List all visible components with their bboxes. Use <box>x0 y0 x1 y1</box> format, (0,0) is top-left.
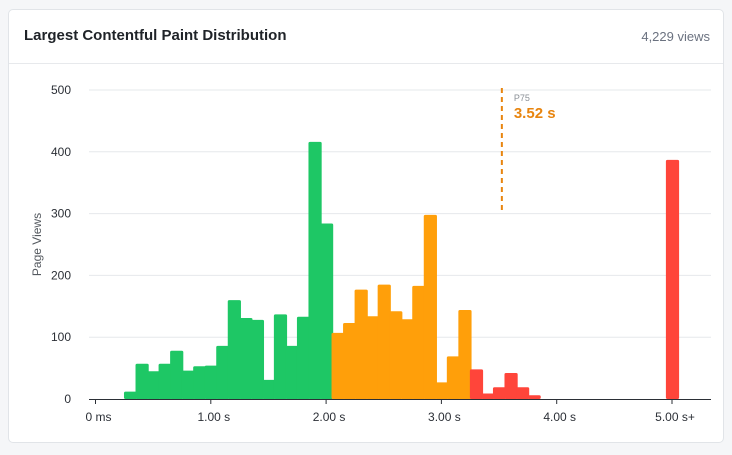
bar <box>400 319 414 399</box>
bar <box>527 395 541 399</box>
bar <box>273 314 288 399</box>
bar <box>504 373 518 399</box>
bar <box>239 318 253 399</box>
card-header: Largest Contentful Paint Distribution 4,… <box>9 10 723 64</box>
bar <box>377 284 391 399</box>
bar <box>158 363 172 399</box>
bar <box>412 285 426 399</box>
x-tick-label: 4.00 s <box>543 410 576 424</box>
p75-value: 3.52 s <box>514 105 556 122</box>
bar <box>389 311 403 399</box>
x-tick-label: 3.00 s <box>428 410 461 424</box>
bar <box>227 300 241 399</box>
bar <box>446 356 461 399</box>
histogram-chart: 0 100 200 300 400 500 Page Views 0 ms 1.00 s 2.00… <box>30 83 711 424</box>
p75-label: P75 <box>514 93 530 103</box>
y-axis-label: Page Views <box>30 213 44 276</box>
bar <box>435 382 449 399</box>
bar <box>285 345 299 399</box>
bar <box>262 379 276 399</box>
x-tick-label: 5.00 s+ <box>655 410 695 424</box>
bar <box>469 369 484 399</box>
bar <box>366 316 380 399</box>
bar <box>481 393 495 399</box>
x-tick-label: 2.00 s <box>313 410 346 424</box>
bar <box>458 310 472 399</box>
y-tick-label: 100 <box>51 330 71 344</box>
bar <box>135 363 149 399</box>
bar <box>216 345 230 399</box>
bar <box>250 319 265 399</box>
chart-title: Largest Contentful Paint Distribution <box>24 27 287 44</box>
bar <box>204 365 218 399</box>
x-tick-label: 0 ms <box>85 410 111 424</box>
bar <box>516 387 530 399</box>
lcp-distribution-card: Largest Contentful Paint Distribution 4,… <box>8 9 724 443</box>
y-tick-label: 400 <box>51 145 71 159</box>
bar <box>331 332 345 399</box>
y-tick-label: 300 <box>51 207 71 221</box>
bar <box>296 316 311 399</box>
bar <box>320 223 334 399</box>
bar <box>308 141 322 400</box>
y-tick-label: 0 <box>64 392 71 406</box>
bar <box>181 370 195 399</box>
y-tick-label: 200 <box>51 268 71 282</box>
bar <box>492 387 507 399</box>
bar <box>193 366 207 399</box>
bar <box>147 371 161 399</box>
views-count: 4,229 views <box>641 29 710 44</box>
bar <box>354 289 368 399</box>
bar <box>665 159 680 399</box>
bar <box>123 391 138 399</box>
y-tick-label: 500 <box>51 83 71 97</box>
bar <box>343 322 357 399</box>
x-tick-label: 1.00 s <box>197 410 230 424</box>
bar <box>170 350 184 399</box>
bar <box>423 214 437 399</box>
